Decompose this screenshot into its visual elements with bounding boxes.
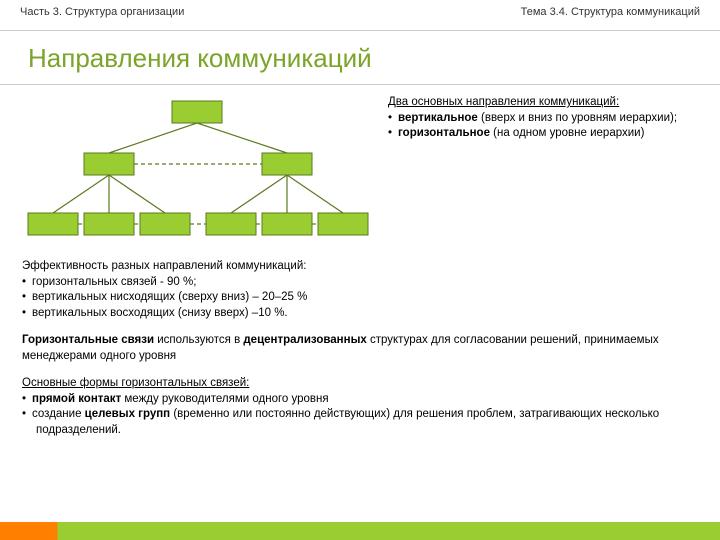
horiz-bold-2: децентрализованных [243, 334, 366, 346]
efficiency-item: горизонтальных связей - 90 %; [36, 275, 698, 291]
slide-content: Два основных направления коммуникаций: в… [0, 85, 720, 438]
forms-item: создание целевых групп (временно или пос… [36, 407, 698, 438]
directions-item: горизонтальное (на одном уровне иерархии… [402, 126, 698, 142]
horizontal-paragraph: Горизонтальные связи используются в деце… [22, 333, 698, 364]
efficiency-block: Эффективность разных направлений коммуни… [22, 259, 698, 321]
directions-list: вертикальное (вверх и вниз по уровням ие… [388, 111, 698, 142]
forms-block: Основные формы горизонтальных связей: пр… [22, 376, 698, 438]
efficiency-list: горизонтальных связей - 90 %;вертикальны… [22, 275, 698, 322]
forms-item: прямой контакт между руководителями одно… [36, 392, 698, 408]
slide-header: Часть 3. Структура организации Тема 3.4.… [0, 0, 720, 22]
title-bar: Направления коммуникаций [0, 30, 720, 85]
forms-heading: Основные формы горизонтальных связей: [22, 376, 698, 392]
top-row: Два основных направления коммуникаций: в… [22, 95, 698, 245]
efficiency-heading: Эффективность разных направлений коммуни… [22, 259, 698, 275]
efficiency-item: вертикальных нисходящих (сверху вниз) – … [36, 290, 698, 306]
horiz-text-1: используются в [154, 334, 243, 346]
efficiency-item: вертикальных восходящих (снизу вверх) –1… [36, 306, 698, 322]
directions-heading: Два основных направления коммуникаций: [388, 95, 698, 111]
tree-diagram [22, 95, 372, 245]
accent-bar [0, 522, 720, 540]
directions-block: Два основных направления коммуникаций: в… [388, 95, 698, 245]
org-chart [22, 95, 374, 245]
directions-item: вертикальное (вверх и вниз по уровням ие… [402, 111, 698, 127]
forms-list: прямой контакт между руководителями одно… [22, 392, 698, 439]
header-left: Часть 3. Структура организации [20, 6, 184, 18]
header-right: Тема 3.4. Структура коммуникаций [521, 6, 700, 18]
slide-title: Направления коммуникаций [28, 43, 692, 74]
horiz-bold-1: Горизонтальные связи [22, 334, 154, 346]
